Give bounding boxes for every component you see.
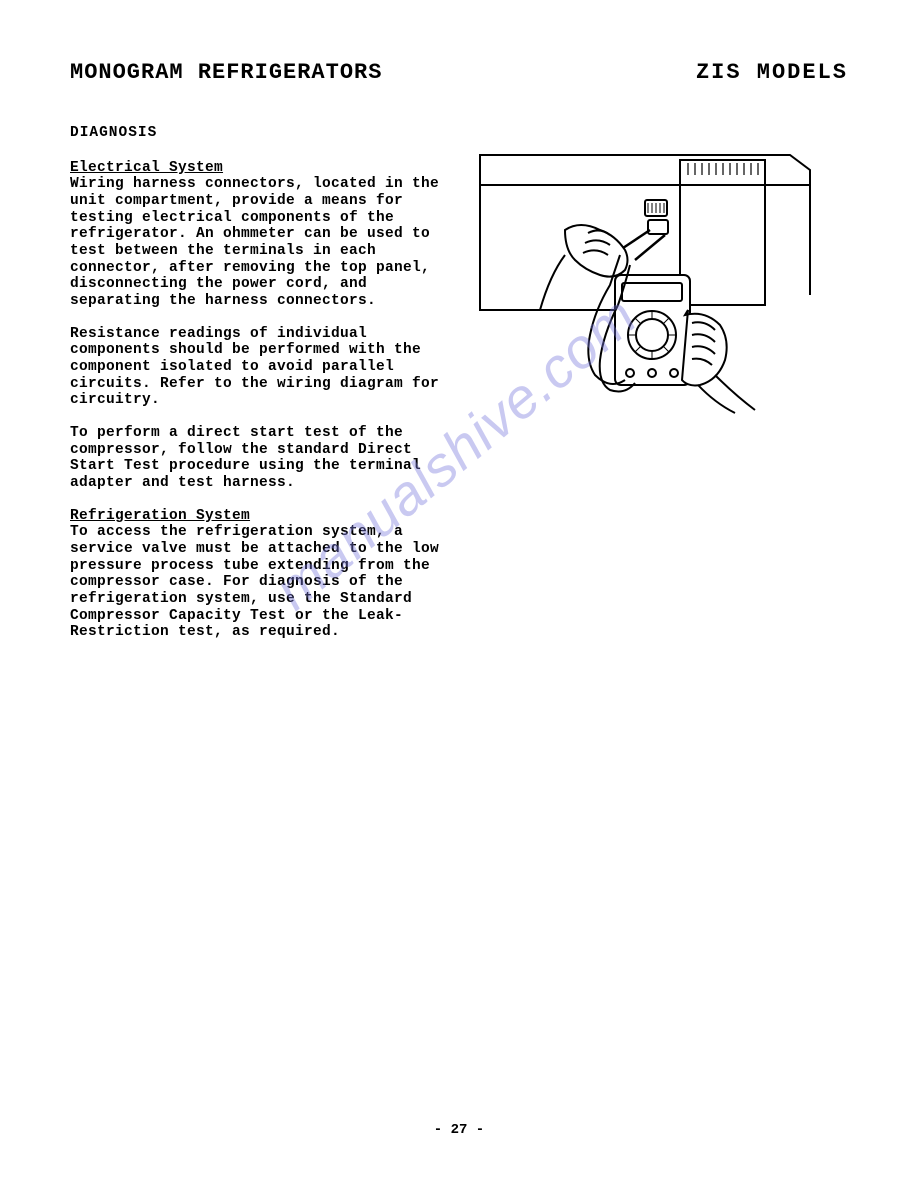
subsection-refrigeration-title: Refrigeration System	[70, 508, 450, 525]
page-number: - 27 -	[434, 1122, 484, 1138]
illustration-column	[470, 125, 848, 657]
page-header: MONOGRAM REFRIGERATORS ZIS MODELS	[70, 60, 848, 85]
electrical-paragraph-2: Resistance readings of individual compon…	[70, 326, 450, 409]
section-diagnosis-title: DIAGNOSIS	[70, 125, 450, 142]
header-title-right: ZIS MODELS	[696, 60, 848, 85]
subsection-electrical-title: Electrical System	[70, 160, 450, 177]
header-title-left: MONOGRAM REFRIGERATORS	[70, 60, 382, 85]
electrical-paragraph-3: To perform a direct start test of the co…	[70, 425, 450, 492]
electrical-paragraph-1: Wiring harness connectors, located in th…	[70, 176, 450, 309]
text-column: DIAGNOSIS Electrical System Wiring harne…	[70, 125, 450, 657]
content-area: DIAGNOSIS Electrical System Wiring harne…	[70, 125, 848, 657]
multimeter-illustration	[470, 135, 830, 415]
refrigeration-paragraph-1: To access the refrigeration system, a se…	[70, 524, 450, 641]
